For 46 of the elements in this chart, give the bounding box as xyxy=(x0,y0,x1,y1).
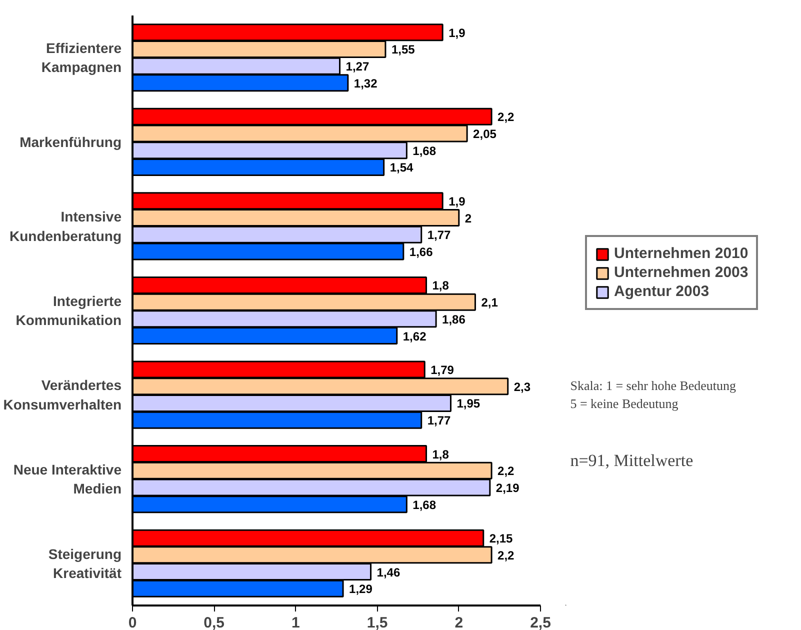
x-tick-label: 1 xyxy=(292,614,300,630)
data-label: 1,29 xyxy=(349,582,373,596)
x-tick-label: 2,5 xyxy=(530,614,551,630)
y-tick-label: Intensive Kundenberatung xyxy=(10,208,122,244)
text: Skala: 1 = sehr hohe Bedeutung 5 = keine Bedeutung xyxy=(570,378,737,411)
data-label: 1,55 xyxy=(391,42,416,57)
data-label: 2,15 xyxy=(489,532,514,546)
x-tick-label: 2 xyxy=(454,614,464,630)
legend-label: Unternehmen 2003 xyxy=(614,264,748,281)
y-tick-label: Steigerung Kreativität xyxy=(48,546,122,581)
data-label: 1,77 xyxy=(427,228,452,242)
data-label: 1,66 xyxy=(409,245,434,259)
data-label: 2,3 xyxy=(514,380,531,394)
y-tick-label: Verändertes Konsumverhalten xyxy=(3,377,122,412)
data-label: 2,2 xyxy=(498,110,515,124)
y-tick-label: Markenführung xyxy=(20,134,122,150)
data-label: 1,9 xyxy=(448,26,466,40)
data-label: 1,54 xyxy=(390,160,414,175)
y-tick-label: Effizientere Kampagnen xyxy=(41,40,122,76)
text: n=91, Mittelwerte xyxy=(570,450,694,470)
data-label: 1,86 xyxy=(442,312,466,326)
data-label: 1,46 xyxy=(376,565,400,580)
legend-label: Agentur 2003 xyxy=(614,283,710,300)
data-label: 1,95 xyxy=(456,396,480,411)
data-label: 1,68 xyxy=(412,144,436,158)
data-label: 2,1 xyxy=(481,296,498,310)
legend-label: Unternehmen 2010 xyxy=(614,245,748,262)
data-label: 1,62 xyxy=(402,329,427,344)
data-label: 1,68 xyxy=(412,498,436,512)
data-label: 1,8 xyxy=(432,278,450,293)
y-tick-label: Neue Interaktive Medien xyxy=(13,461,122,497)
data-label: 2,05 xyxy=(473,127,497,141)
data-label: 1,77 xyxy=(427,414,452,428)
data-label: 2 xyxy=(464,211,472,226)
data-label: 1,27 xyxy=(346,60,370,74)
x-tick-label: 0 xyxy=(128,614,137,630)
data-label: 1,32 xyxy=(354,76,378,90)
data-label: 1,79 xyxy=(430,363,454,377)
data-label: 1,9 xyxy=(448,194,466,208)
data-label: 2,2 xyxy=(498,464,515,478)
y-tick-label: Integrierte Kommunikation xyxy=(16,292,122,328)
data-label: 1,8 xyxy=(432,447,450,462)
data-label: 2,2 xyxy=(498,548,515,562)
x-tick-label: 1,5 xyxy=(366,614,388,630)
x-tick-label: 0,5 xyxy=(204,614,225,630)
data-label: 2,19 xyxy=(496,481,520,495)
